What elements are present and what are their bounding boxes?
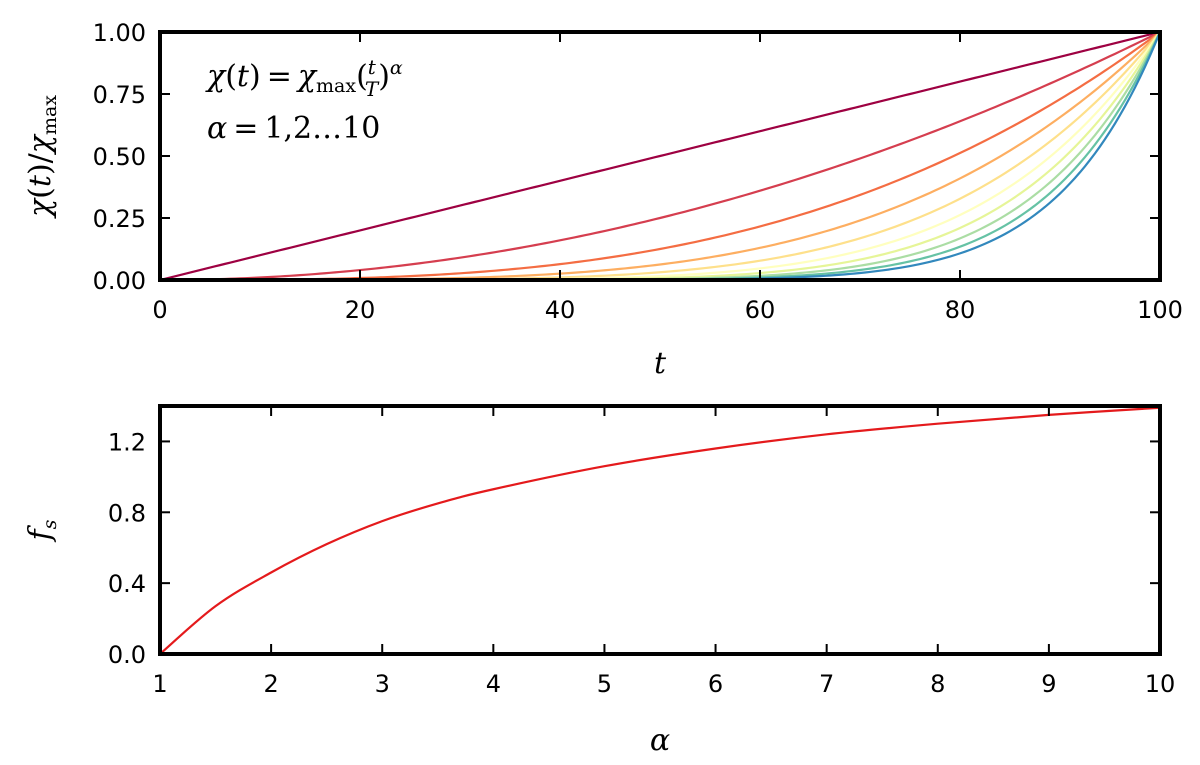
bottom-ytick-label: 1.2	[108, 428, 146, 456]
bottom-xtick-label: 6	[708, 670, 723, 698]
bottom-xtick-label: 8	[930, 670, 945, 698]
bottom-xaxis-label: α	[650, 723, 670, 758]
top-annotation-alpha: α = 1,2…10	[207, 111, 380, 146]
bottom-xtick-label: 1	[152, 670, 167, 698]
fs-panel: 1 2 3 4 5 6 7 8 9 10 0.0 0.4 0.8 1.2 α fs	[23, 404, 1175, 758]
bottom-ytick-label: 0.8	[108, 499, 146, 527]
top-ytick-label: 1.00	[93, 19, 146, 47]
top-xtick-label: 20	[345, 296, 376, 324]
bottom-xtick-label: 9	[1041, 670, 1056, 698]
bottom-xtick-label: 4	[486, 670, 501, 698]
bottom-ytick-label: 0.0	[108, 641, 146, 669]
top-ytick-label: 0.75	[93, 81, 146, 109]
top-annotation-formula: χ(t) = χmax(t T)α	[205, 55, 403, 101]
bottom-xtick-label: 3	[375, 670, 390, 698]
top-xtick-label: 60	[745, 296, 776, 324]
top-xtick-label: 100	[1137, 296, 1183, 324]
bottom-xtick-label: 5	[597, 670, 612, 698]
top-ytick-label: 0.25	[93, 205, 146, 233]
top-yaxis-label: χ(t)/χmax	[23, 95, 61, 219]
bottom-ytick-label: 0.4	[108, 570, 146, 598]
top-xtick-label: 0	[152, 296, 167, 324]
top-ytick-label: 0.50	[93, 143, 146, 171]
top-ticks-group: 0 20 40 60 80 100 0.00 0.25 0.50 0.75 1.00	[93, 19, 1183, 324]
bottom-plot-frame	[158, 404, 1162, 656]
bottom-xtick-label: 2	[263, 670, 278, 698]
bottom-yaxis-label: fs	[23, 519, 61, 542]
top-series-line-alpha-2	[159, 31, 1161, 282]
bottom-xtick-label: 7	[819, 670, 834, 698]
top-xtick-label: 80	[945, 296, 976, 324]
power-law-panel: 0 20 40 60 80 100 0.00 0.25 0.50 0.75 1.00 χ(t) = χm…	[23, 19, 1183, 381]
top-xaxis-label: t	[654, 346, 667, 381]
top-xtick-label: 40	[545, 296, 576, 324]
bottom-series-line	[159, 406, 1161, 655]
bottom-xtick-label: 10	[1145, 670, 1176, 698]
bottom-series-group	[159, 406, 1161, 655]
bottom-ticks-group: 1 2 3 4 5 6 7 8 9 10 0.0 0.4 0.8 1.2	[108, 406, 1175, 698]
top-ytick-label: 0.00	[93, 267, 146, 295]
top-series-line-alpha-1	[159, 30, 1161, 282]
